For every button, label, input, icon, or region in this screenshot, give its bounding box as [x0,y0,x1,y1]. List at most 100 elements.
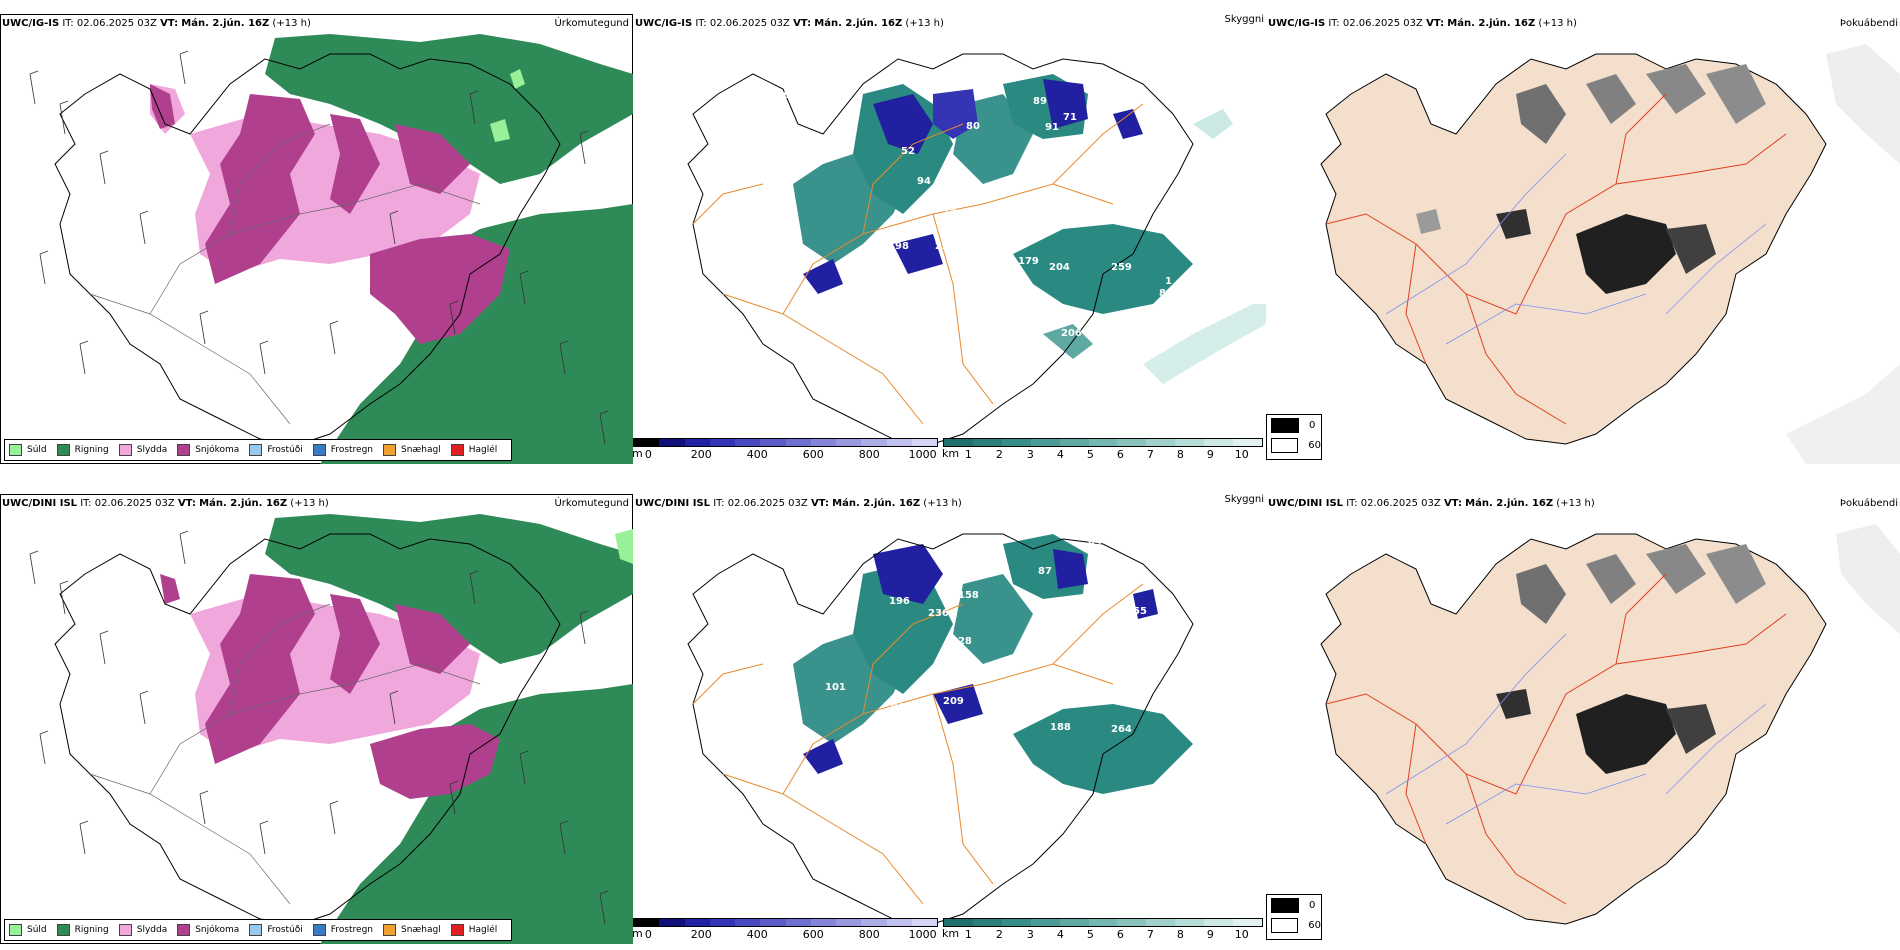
cloud-label: 14 [943,206,957,217]
cloud-label: 80 [966,121,980,132]
colorbar-tick: 10 [1234,448,1249,461]
cloud-label: 50 [936,664,950,675]
legend-item: Haglél [450,924,497,936]
legend-item: Frostúði [249,444,303,456]
fog-legend-row: 60 [1271,915,1321,935]
fog-map [1320,524,1900,925]
legend-item: Súld [9,444,47,456]
colorbar-tick: 5 [1086,448,1094,461]
cloud-label: 87 [1038,566,1052,577]
colorbar-tick: 2 [995,928,1003,941]
precip-field-name: Úrkomutegund [554,18,629,29]
cloud-label: 142 [1151,139,1172,150]
colorbar-tick: 3 [1026,448,1034,461]
fog-legend-row: 0 [1271,415,1321,435]
legend-item: Frostregn [312,444,373,456]
cloud-map-panel: 71 80 91 89 142 429 52 94 14 277 25 179 … [633,14,1266,464]
cloud-label: 591 [875,716,896,727]
legend-swatch [450,444,464,456]
legend-item: Snæhagl [383,924,441,936]
fog-title: UWC/IG-IS IT: 02.06.2025 03Z VT: Mán. 2.… [1268,18,1577,29]
colorbar-strip [943,918,1263,927]
legend-swatch [312,924,326,936]
cloud-label: 229 [935,241,956,252]
colorbar-tick: 400 [746,928,768,941]
legend-swatch [177,444,191,456]
fog-title: UWC/DINI ISL IT: 02.06.2025 03Z VT: Mán.… [1268,498,1595,509]
colorbar-tick: 4 [1056,928,1064,941]
cloud-base-labels: 84 89 87 95 158 236 228 55 196 209 96 59… [825,536,1147,819]
cloud-label: 228 [951,636,972,647]
fog-legend-swatch [1271,897,1299,913]
cloud-label: 206 [1061,328,1082,339]
precip-field-name: Úrkomutegund [554,498,629,509]
cloud-label: 71 [1063,112,1077,123]
colorbar-tick: 1 [964,928,972,941]
fog-legend-swatch [1271,917,1299,933]
cloud-base-colorbar: m 0 200 400 600 800 1000 [633,918,938,941]
legend-item: Rigning [56,924,109,936]
cloud-label: 259 [1111,262,1132,273]
legend-swatch [450,924,464,936]
legend-item: Súld [9,924,47,936]
visibility-colorbar: km 1 2 3 4 5 6 7 8 9 10 [942,918,1263,941]
colorbar-tick: 3 [1026,928,1034,941]
precip-title: UWC/DINI ISL IT: 02.06.2025 03Z VT: Mán.… [2,498,329,509]
cloud-label: 158 [958,590,979,601]
colorbar-tick: 0 [644,448,652,461]
colorbar-tick: 1000 [908,928,937,941]
colorbar-tick: 2 [995,448,1003,461]
cloud-label: 94 [917,176,931,187]
colorbar-tick: 5 [1086,928,1094,941]
colorbar-unit: m [633,927,643,940]
colorbar-tick: 10 [1234,928,1249,941]
cloud-label: 63 [783,90,797,101]
cloud-label: 196 [889,596,910,607]
legend-swatch [118,924,132,936]
cloud-label: 52 [901,146,915,157]
cloud-label: 204 [1049,262,1070,273]
cloud-map: 84 89 87 95 158 236 228 55 196 209 96 59… [687,533,1194,925]
colorbar-tick: 600 [802,928,824,941]
cloud-label: 236 [928,608,949,619]
cloud-base-colorbar: m 0 200 400 600 800 1000 [633,438,938,461]
legend-swatch [383,924,397,936]
visibility-colorbar: km 1 2 3 4 5 6 7 8 9 10 [942,438,1263,461]
legend-swatch [118,444,132,456]
cloud-title: UWC/IG-IS IT: 02.06.2025 03Z VT: Mán. 2.… [635,18,944,29]
colorbar-unit: m [633,447,643,460]
precip-map-panel: UWC/IG-IS IT: 02.06.2025 03Z VT: Mán. 2.… [0,14,633,464]
fog-field-name: Þokuábendi [1839,498,1898,509]
cloud-map: 71 80 91 89 142 429 52 94 14 277 25 179 … [687,53,1266,445]
cloud-label: 96 [891,702,905,713]
legend-item: Snjókoma [177,444,239,456]
precip-map [29,34,633,464]
fog-legend: 0 60 [1266,894,1322,940]
legend-swatch [249,924,263,936]
cloud-label: 91 [1045,122,1059,133]
colorbar-tick: 400 [746,448,768,461]
fog-legend: 0 60 [1266,414,1322,460]
colorbar-tick: 8 [1176,928,1184,941]
legend-swatch [383,444,397,456]
legend-item: Rigning [56,444,109,456]
colorbar-tick: 6 [1116,448,1124,461]
legend-item: Frostregn [312,924,373,936]
cloud-field-name: Skyggni [1224,14,1264,25]
colorbar-tick: 7 [1146,928,1154,941]
legend-item: Snjókoma [177,924,239,936]
cloud-label: 95 [963,570,977,581]
colorbar-tick: 9 [1206,448,1214,461]
cloud-base-labels: 71 80 91 89 142 429 52 94 14 277 25 179 … [783,90,1173,339]
cloud-label: 84 [1088,536,1102,547]
legend-swatch [249,444,263,456]
colorbar-tick: 600 [802,448,824,461]
colorbar-tick: 9 [1206,928,1214,941]
colorbar-tick: 7 [1146,448,1154,461]
legend-swatch [312,444,326,456]
legend-swatch [9,924,22,936]
cloud-label: 55 [1133,606,1147,617]
colorbar-strip [633,918,938,927]
fog-field-name: Þokuábendi [1839,18,1898,29]
cloud-map-panel: 84 89 87 95 158 236 228 55 196 209 96 59… [633,494,1266,944]
